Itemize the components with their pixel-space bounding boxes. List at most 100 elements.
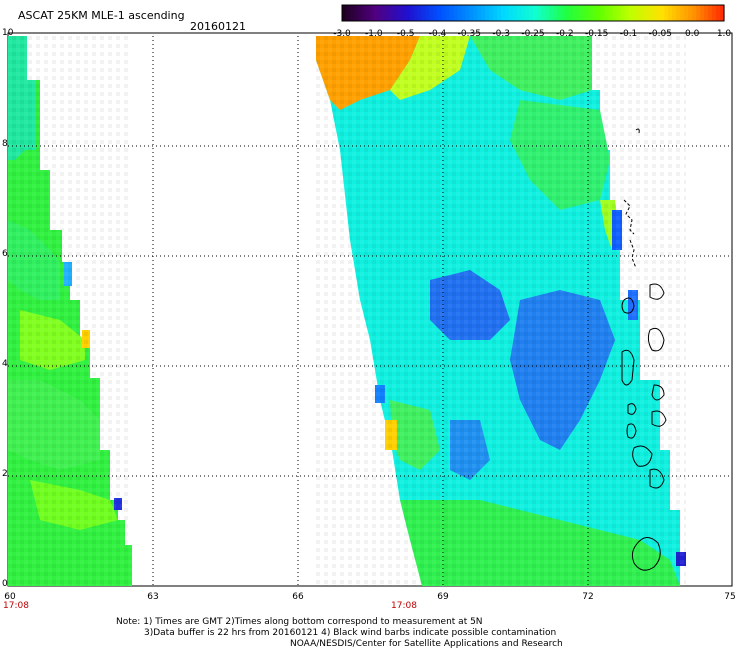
colorbar-segment (393, 5, 399, 21)
colorbar-label: -0.1 (619, 29, 638, 39)
colorbar-segment (429, 5, 435, 21)
colorbar-segment (385, 5, 391, 21)
colorbar-segment (509, 5, 514, 21)
colorbar-segment (481, 5, 486, 21)
colorbar-segment (616, 5, 622, 21)
colorbar-segment (369, 5, 375, 21)
colorbar-segment (632, 5, 638, 21)
y-tick-0: 0 (2, 579, 8, 589)
colorbar-segment (608, 5, 614, 21)
colorbar-segment (680, 5, 685, 21)
colorbar-segment (525, 5, 530, 21)
colorbar-segment (401, 5, 407, 21)
colorbar-segment (357, 5, 363, 21)
left-swath-time: 17:08 (3, 601, 29, 611)
colorbar-segment (684, 5, 689, 21)
colorbar-label: -0.4 (428, 29, 447, 39)
y-tick-8: 8 (2, 139, 8, 149)
colorbar-segment (517, 5, 522, 21)
colorbar-segment (664, 5, 669, 21)
colorbar-segment (672, 5, 677, 21)
colorbar-segment (445, 5, 451, 21)
colorbar-segment (564, 5, 570, 21)
x-tick-66: 66 (292, 592, 304, 602)
colorbar-segment (465, 5, 470, 21)
colorbar-segment (656, 5, 661, 21)
colorbar-segment (712, 5, 717, 21)
colorbar-segment (652, 5, 657, 21)
colorbar-segment (521, 5, 526, 21)
colorbar-segment (548, 5, 554, 21)
colorbar-segment (604, 5, 610, 21)
colorbar-segment (576, 5, 582, 21)
map-date: 20160121 (190, 20, 246, 33)
colorbar-segment (505, 5, 510, 21)
colorbar-segment (708, 5, 713, 21)
colorbar-segment (425, 5, 431, 21)
colorbar-segment (544, 5, 550, 21)
colorbar-segment (377, 5, 383, 21)
colorbar-segment (592, 5, 598, 21)
y-tick-10: 10 (2, 28, 14, 38)
colorbar-segment (417, 5, 423, 21)
colorbar-segment (560, 5, 566, 21)
colorbar-label: 0.0 (684, 29, 700, 39)
colorbar-segment (497, 5, 502, 21)
colorbar-segment (580, 5, 586, 21)
colorbar-segment (489, 5, 494, 21)
colorbar-segment (342, 5, 347, 21)
x-tick-69: 69 (437, 592, 449, 602)
y-tick-4: 4 (2, 359, 8, 369)
colorbar-segment (584, 5, 590, 21)
colorbar-segment (540, 5, 546, 21)
colorbar-segment (640, 5, 646, 21)
colorbar (341, 4, 725, 22)
colorbar-segment (596, 5, 602, 21)
colorbar-segment (556, 5, 562, 21)
colorbar-label: -0.3 (492, 29, 510, 39)
note-line-1: Note: 1) Times are GMT 2)Times along bot… (116, 617, 483, 627)
island-outlines (621, 128, 667, 571)
colorbar-segment (620, 5, 626, 21)
colorbar-segment (529, 5, 534, 21)
colorbar-segment (696, 5, 701, 21)
colorbar-segment (536, 5, 542, 21)
colorbar-segment (624, 5, 630, 21)
colorbar-segment (628, 5, 634, 21)
colorbar-label: -0.25 (521, 29, 545, 39)
colorbar-segment (720, 5, 725, 21)
colorbar-segment (441, 5, 447, 21)
colorbar-segment (469, 5, 474, 21)
colorbar-segment (493, 5, 498, 21)
x-tick-63: 63 (147, 592, 159, 602)
right-swath (316, 36, 686, 586)
colorbar-segment (636, 5, 642, 21)
colorbar-segment (397, 5, 403, 21)
colorbar-segment (668, 5, 673, 21)
lat-lon-grid (8, 36, 732, 586)
colorbar-segment (477, 5, 482, 21)
colorbar-segment (365, 5, 371, 21)
colorbar-segment (688, 5, 693, 21)
colorbar-segment (433, 5, 439, 21)
colorbar-segment (485, 5, 490, 21)
colorbar-label: -0.5 (396, 29, 415, 39)
colorbar-label: -0.15 (585, 29, 609, 39)
colorbar-segment (692, 5, 697, 21)
colorbar-segment (409, 5, 415, 21)
colorbar-segment (704, 5, 709, 21)
note-line-3: NOAA/NESDIS/Center for Satellite Applica… (290, 639, 563, 649)
colorbar-segment (437, 5, 443, 21)
y-tick-2: 2 (2, 469, 8, 479)
colorbar-label: -3.0 (333, 29, 351, 39)
x-tick-75: 75 (724, 592, 736, 602)
colorbar-label: -0.35 (457, 29, 481, 39)
colorbar-segment (449, 5, 455, 21)
colorbar-segment (453, 5, 458, 21)
colorbar-segment (473, 5, 478, 21)
colorbar-segment (361, 5, 367, 21)
colorbar-segment (552, 5, 558, 21)
colorbar-segment (389, 5, 395, 21)
colorbar-segment (457, 5, 462, 21)
